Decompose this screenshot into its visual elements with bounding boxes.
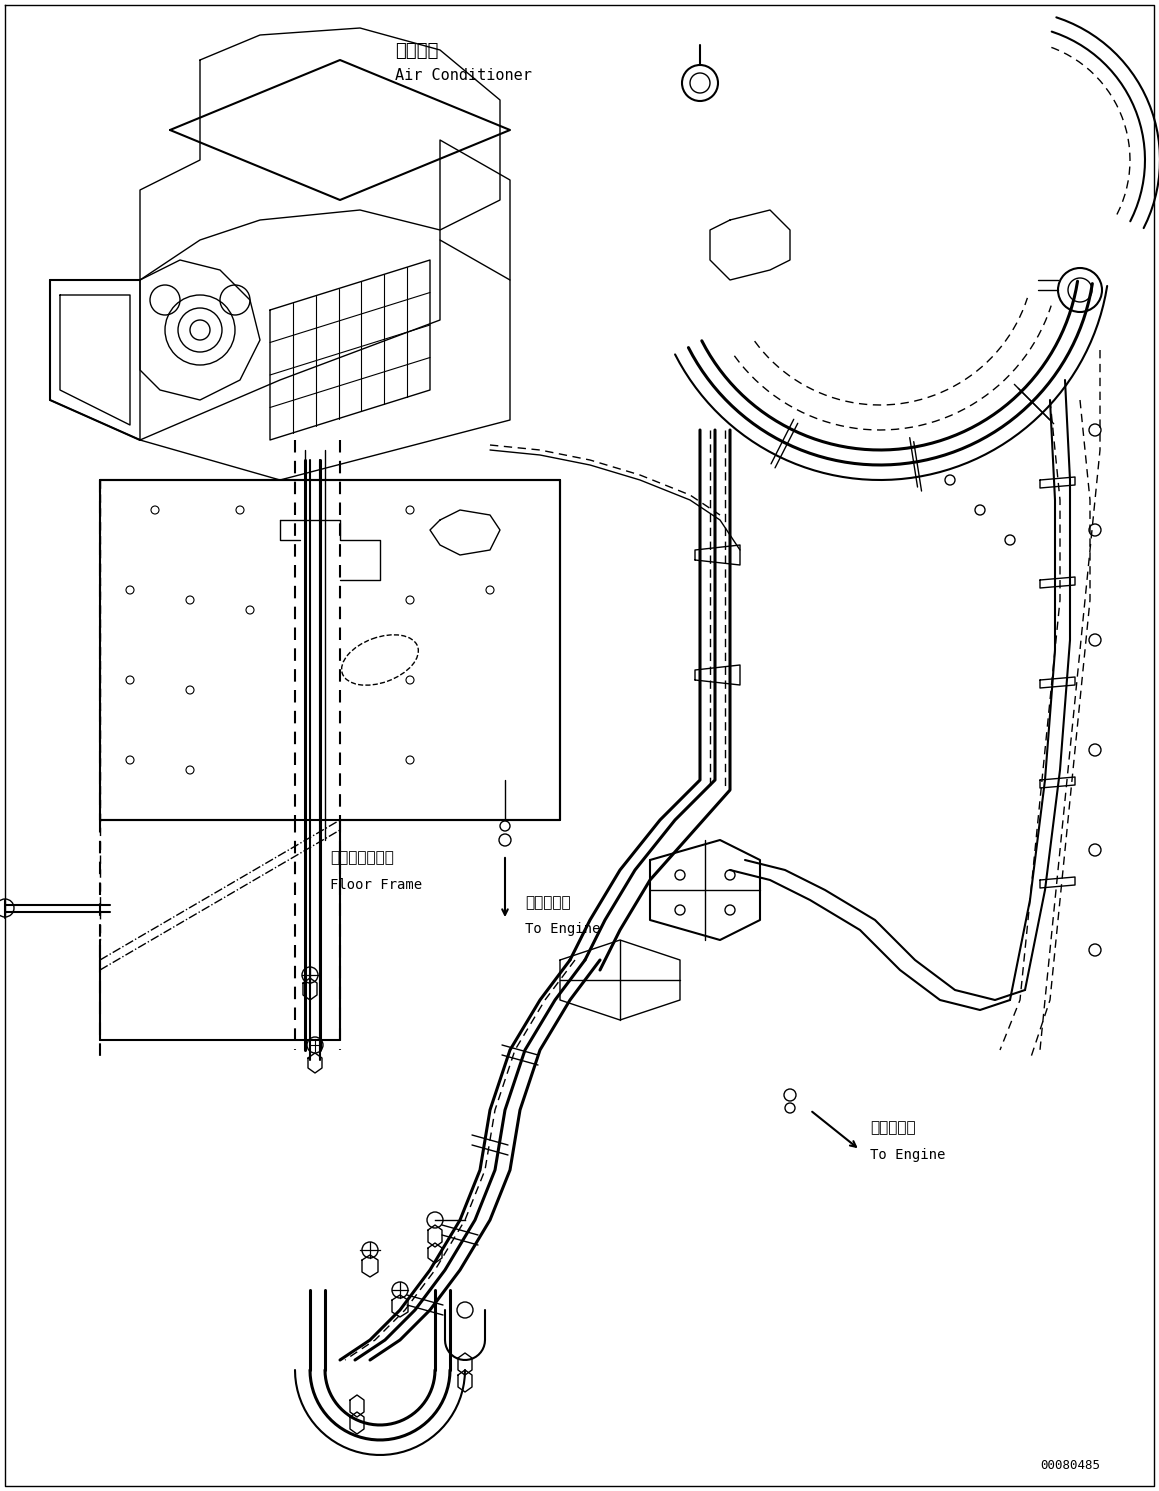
Text: エンジンへ: エンジンへ bbox=[525, 895, 570, 910]
Text: To Engine: To Engine bbox=[525, 921, 600, 936]
Text: エアコン: エアコン bbox=[395, 42, 438, 60]
Text: エンジンへ: エンジンへ bbox=[870, 1120, 916, 1135]
Text: To Engine: To Engine bbox=[870, 1148, 946, 1161]
Text: フロアフレーム: フロアフレーム bbox=[330, 850, 394, 865]
Text: Air Conditioner: Air Conditioner bbox=[395, 69, 532, 83]
Text: 00080485: 00080485 bbox=[1040, 1460, 1100, 1472]
Text: Floor Frame: Floor Frame bbox=[330, 878, 422, 892]
